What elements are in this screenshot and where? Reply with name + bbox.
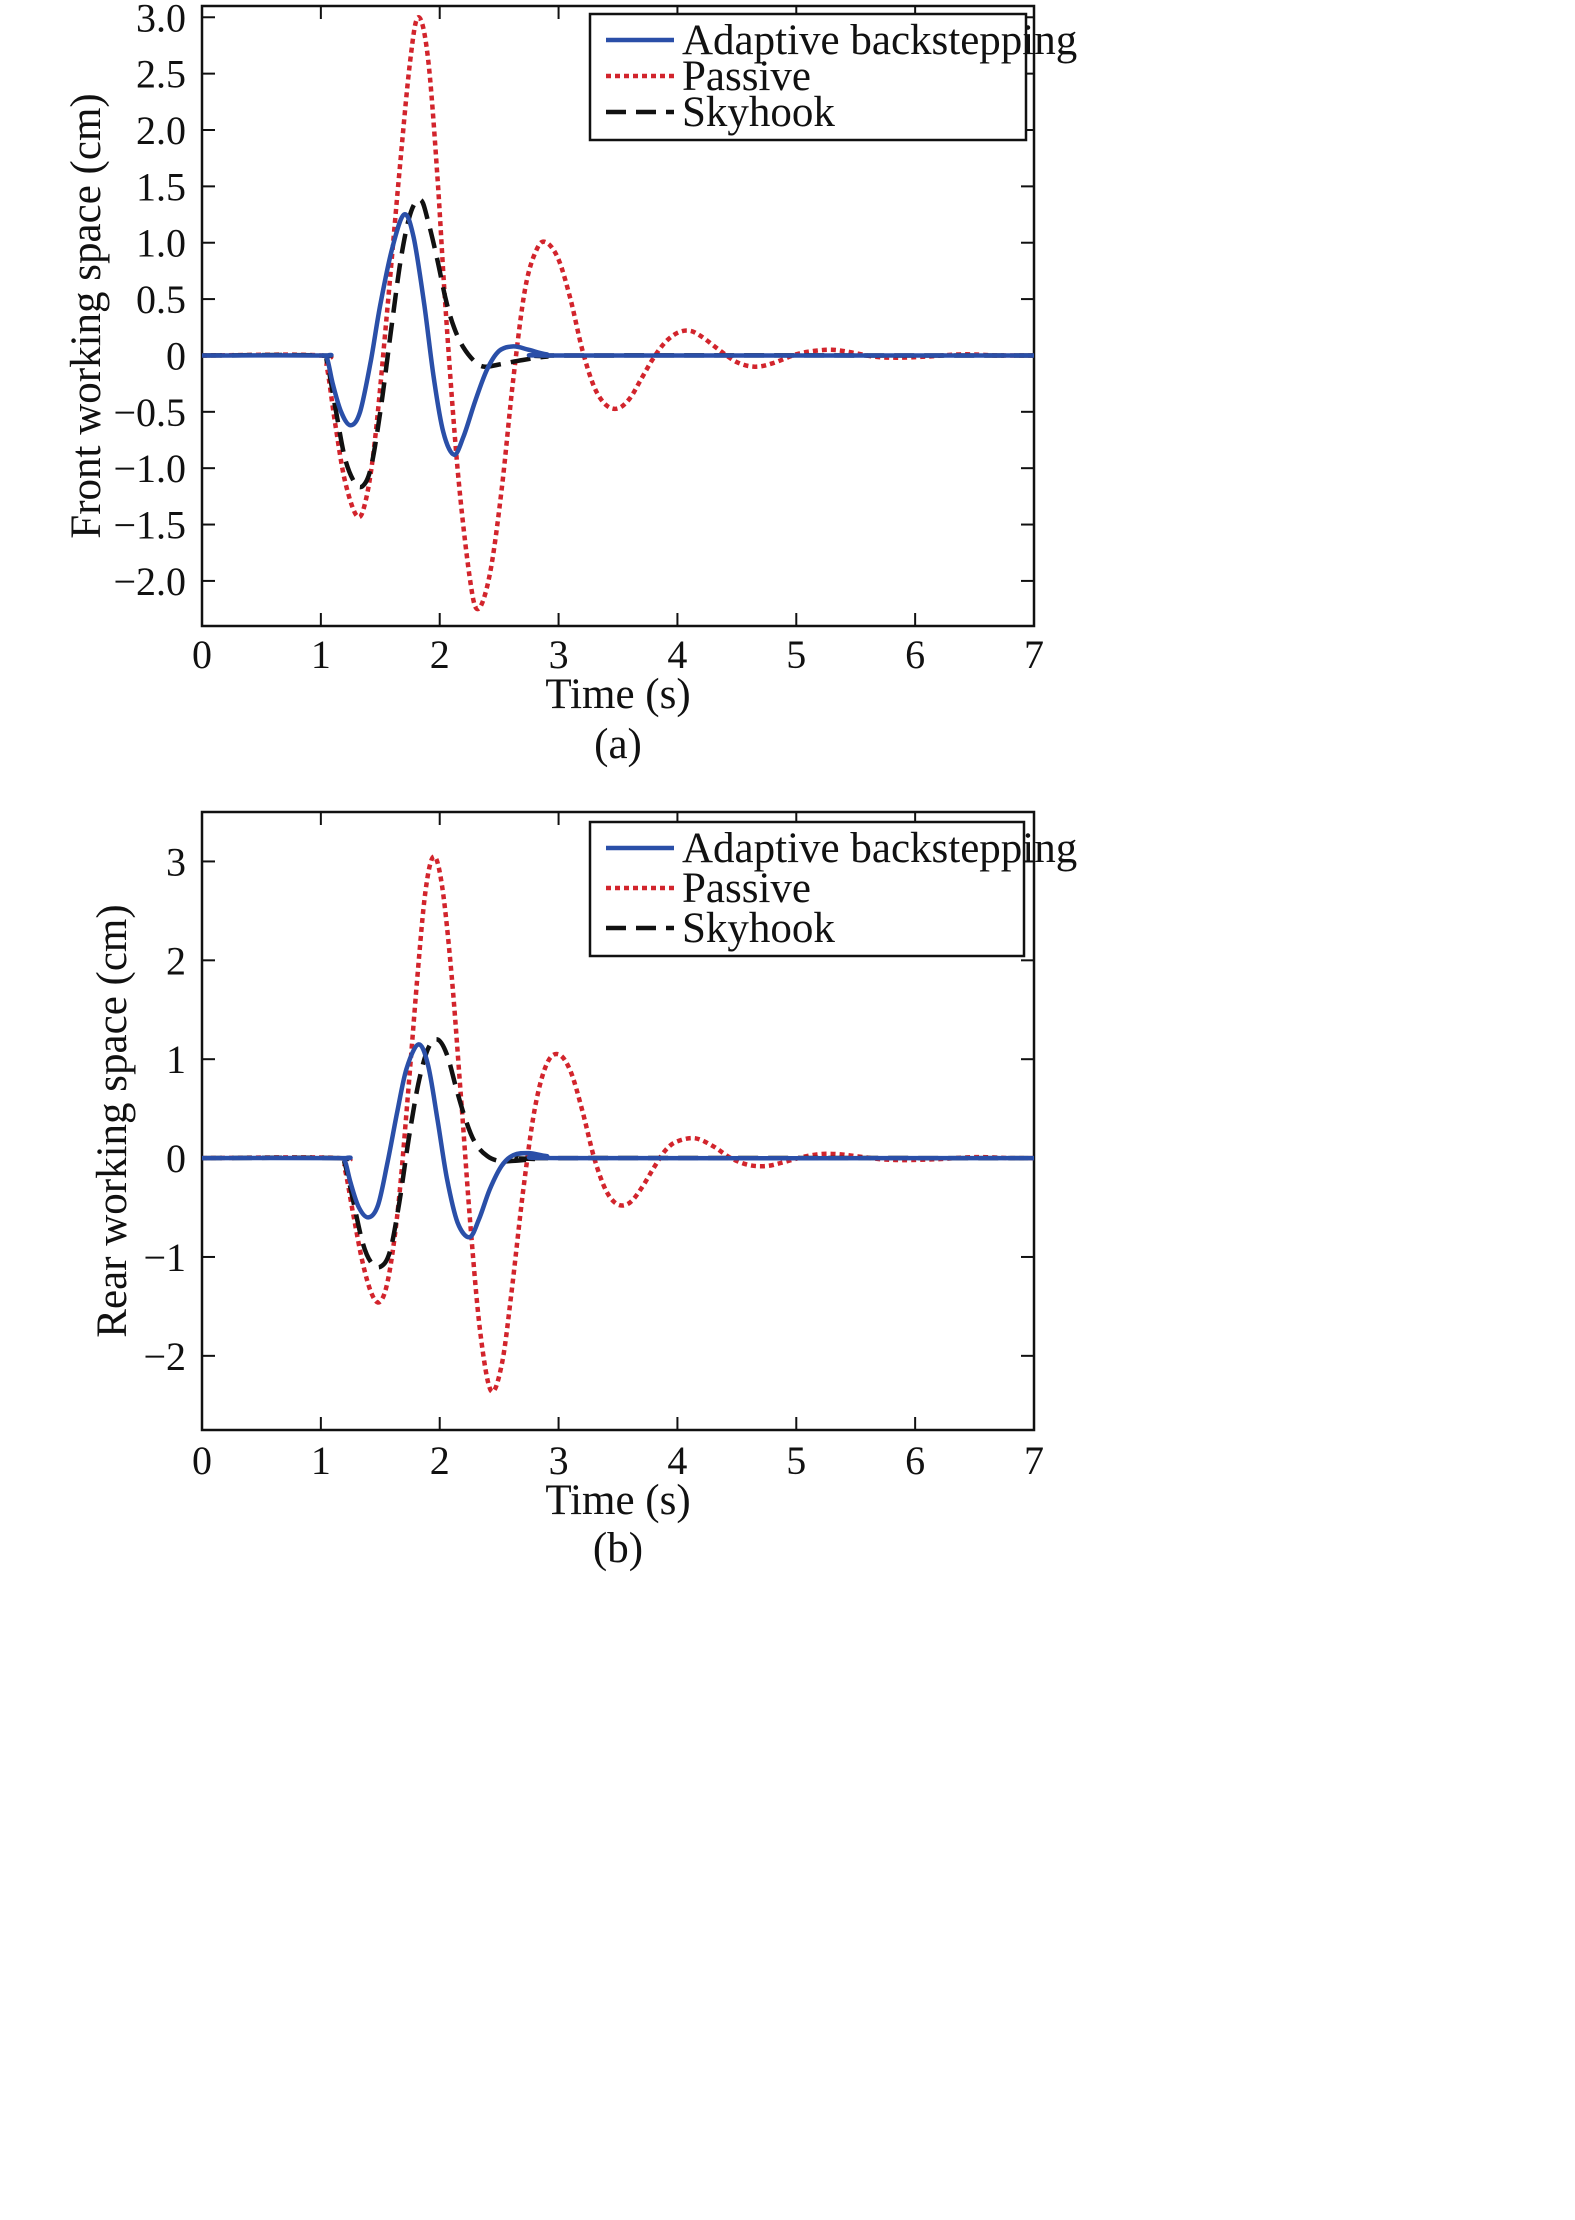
y-tick-label: 2.0 xyxy=(136,108,186,153)
y-tick-label: 0.5 xyxy=(136,277,186,322)
panel-b-y-axis-title: Rear working space (cm) xyxy=(89,904,136,1337)
panel-a-x-axis-title: Time (s) xyxy=(545,671,690,718)
x-tick-label: 0 xyxy=(192,632,212,677)
y-tick-label: 2.5 xyxy=(136,52,186,97)
panel-a-legend-label-adaptive: Adaptive backstepping xyxy=(682,17,1077,64)
series-line-adaptive xyxy=(201,212,1035,457)
x-tick-label: 1 xyxy=(311,1438,331,1483)
panel-b-rear-working-space: 0 1 2 3 4 5 6 7 3 2 1 0 −1 −2 Adaptive backstepping P… xyxy=(89,810,1077,1572)
panel-b-legend-label-passive: Passive xyxy=(682,865,811,912)
y-tick-label: −1 xyxy=(143,1235,186,1280)
panel-a-y-axis-title: Front working space (cm) xyxy=(63,93,110,538)
y-tick-label: 2 xyxy=(166,938,186,983)
panel-b-caption: (b) xyxy=(593,1525,643,1572)
x-tick-label: 3 xyxy=(549,1438,569,1483)
x-tick-label: 7 xyxy=(1024,632,1044,677)
y-tick-label: −2 xyxy=(143,1334,186,1379)
x-tick-label: 2 xyxy=(430,632,450,677)
x-tick-label: 4 xyxy=(667,1438,687,1483)
panel-b-legend-label-adaptive: Adaptive backstepping xyxy=(682,825,1077,872)
y-tick-label: 1 xyxy=(166,1037,186,1082)
y-tick-label: 3.0 xyxy=(136,0,186,40)
x-tick-label: 5 xyxy=(786,632,806,677)
y-tick-label: 3 xyxy=(166,839,186,884)
panel-b-legend: Adaptive backstepping Passive Skyhook xyxy=(588,820,1077,958)
panel-a-ticks: 0 1 2 3 4 5 6 7 3.0 2.5 2.0 1.5 1.0 0.5 0 −0.5 −1.0 −1.5 −… xyxy=(113,0,1044,677)
y-tick-label: −2.0 xyxy=(113,559,186,604)
panel-a-legend: Adaptive backstepping Passive Skyhook xyxy=(588,12,1077,142)
x-tick-label: 4 xyxy=(667,632,687,677)
series-line-skyhook xyxy=(201,1037,1035,1270)
y-tick-label: 0 xyxy=(166,333,186,378)
panel-b-ticks: 0 1 2 3 4 5 6 7 3 2 1 0 −1 −2 xyxy=(143,812,1044,1483)
x-tick-label: 6 xyxy=(905,1438,925,1483)
x-tick-label: 0 xyxy=(192,1438,212,1483)
x-tick-label: 7 xyxy=(1024,1438,1044,1483)
y-tick-label: −1.0 xyxy=(113,446,186,491)
panel-b-legend-label-skyhook: Skyhook xyxy=(682,905,835,952)
panel-b-x-axis-title: Time (s) xyxy=(545,1477,690,1524)
panel-b-plot-frame xyxy=(200,810,1036,1432)
y-tick-label: −1.5 xyxy=(113,503,186,548)
panel-a-caption: (a) xyxy=(594,721,642,768)
series-line-skyhook xyxy=(201,197,1035,490)
x-tick-label: 6 xyxy=(905,632,925,677)
y-tick-label: −0.5 xyxy=(113,390,186,435)
x-tick-label: 1 xyxy=(311,632,331,677)
x-tick-label: 3 xyxy=(549,632,569,677)
y-tick-label: 0 xyxy=(166,1136,186,1181)
panel-b-series-lines xyxy=(201,854,1035,1394)
x-tick-label: 2 xyxy=(430,1438,450,1483)
series-line-adaptive xyxy=(201,1042,1035,1240)
y-tick-label: 1.0 xyxy=(136,221,186,266)
panel-a-legend-label-skyhook: Skyhook xyxy=(682,89,835,136)
panel-a-series-lines xyxy=(201,15,1035,612)
panel-a-legend-label-passive: Passive xyxy=(682,53,811,100)
panel-a-front-working-space: 0 1 2 3 4 5 6 7 3.0 2.5 2.0 1.5 1.0 0.5 0 −0.5 −1.0 −1.5 −… xyxy=(63,0,1077,768)
panel-a-plot-frame xyxy=(200,4,1036,628)
y-tick-label: 1.5 xyxy=(136,164,186,209)
x-tick-label: 5 xyxy=(786,1438,806,1483)
